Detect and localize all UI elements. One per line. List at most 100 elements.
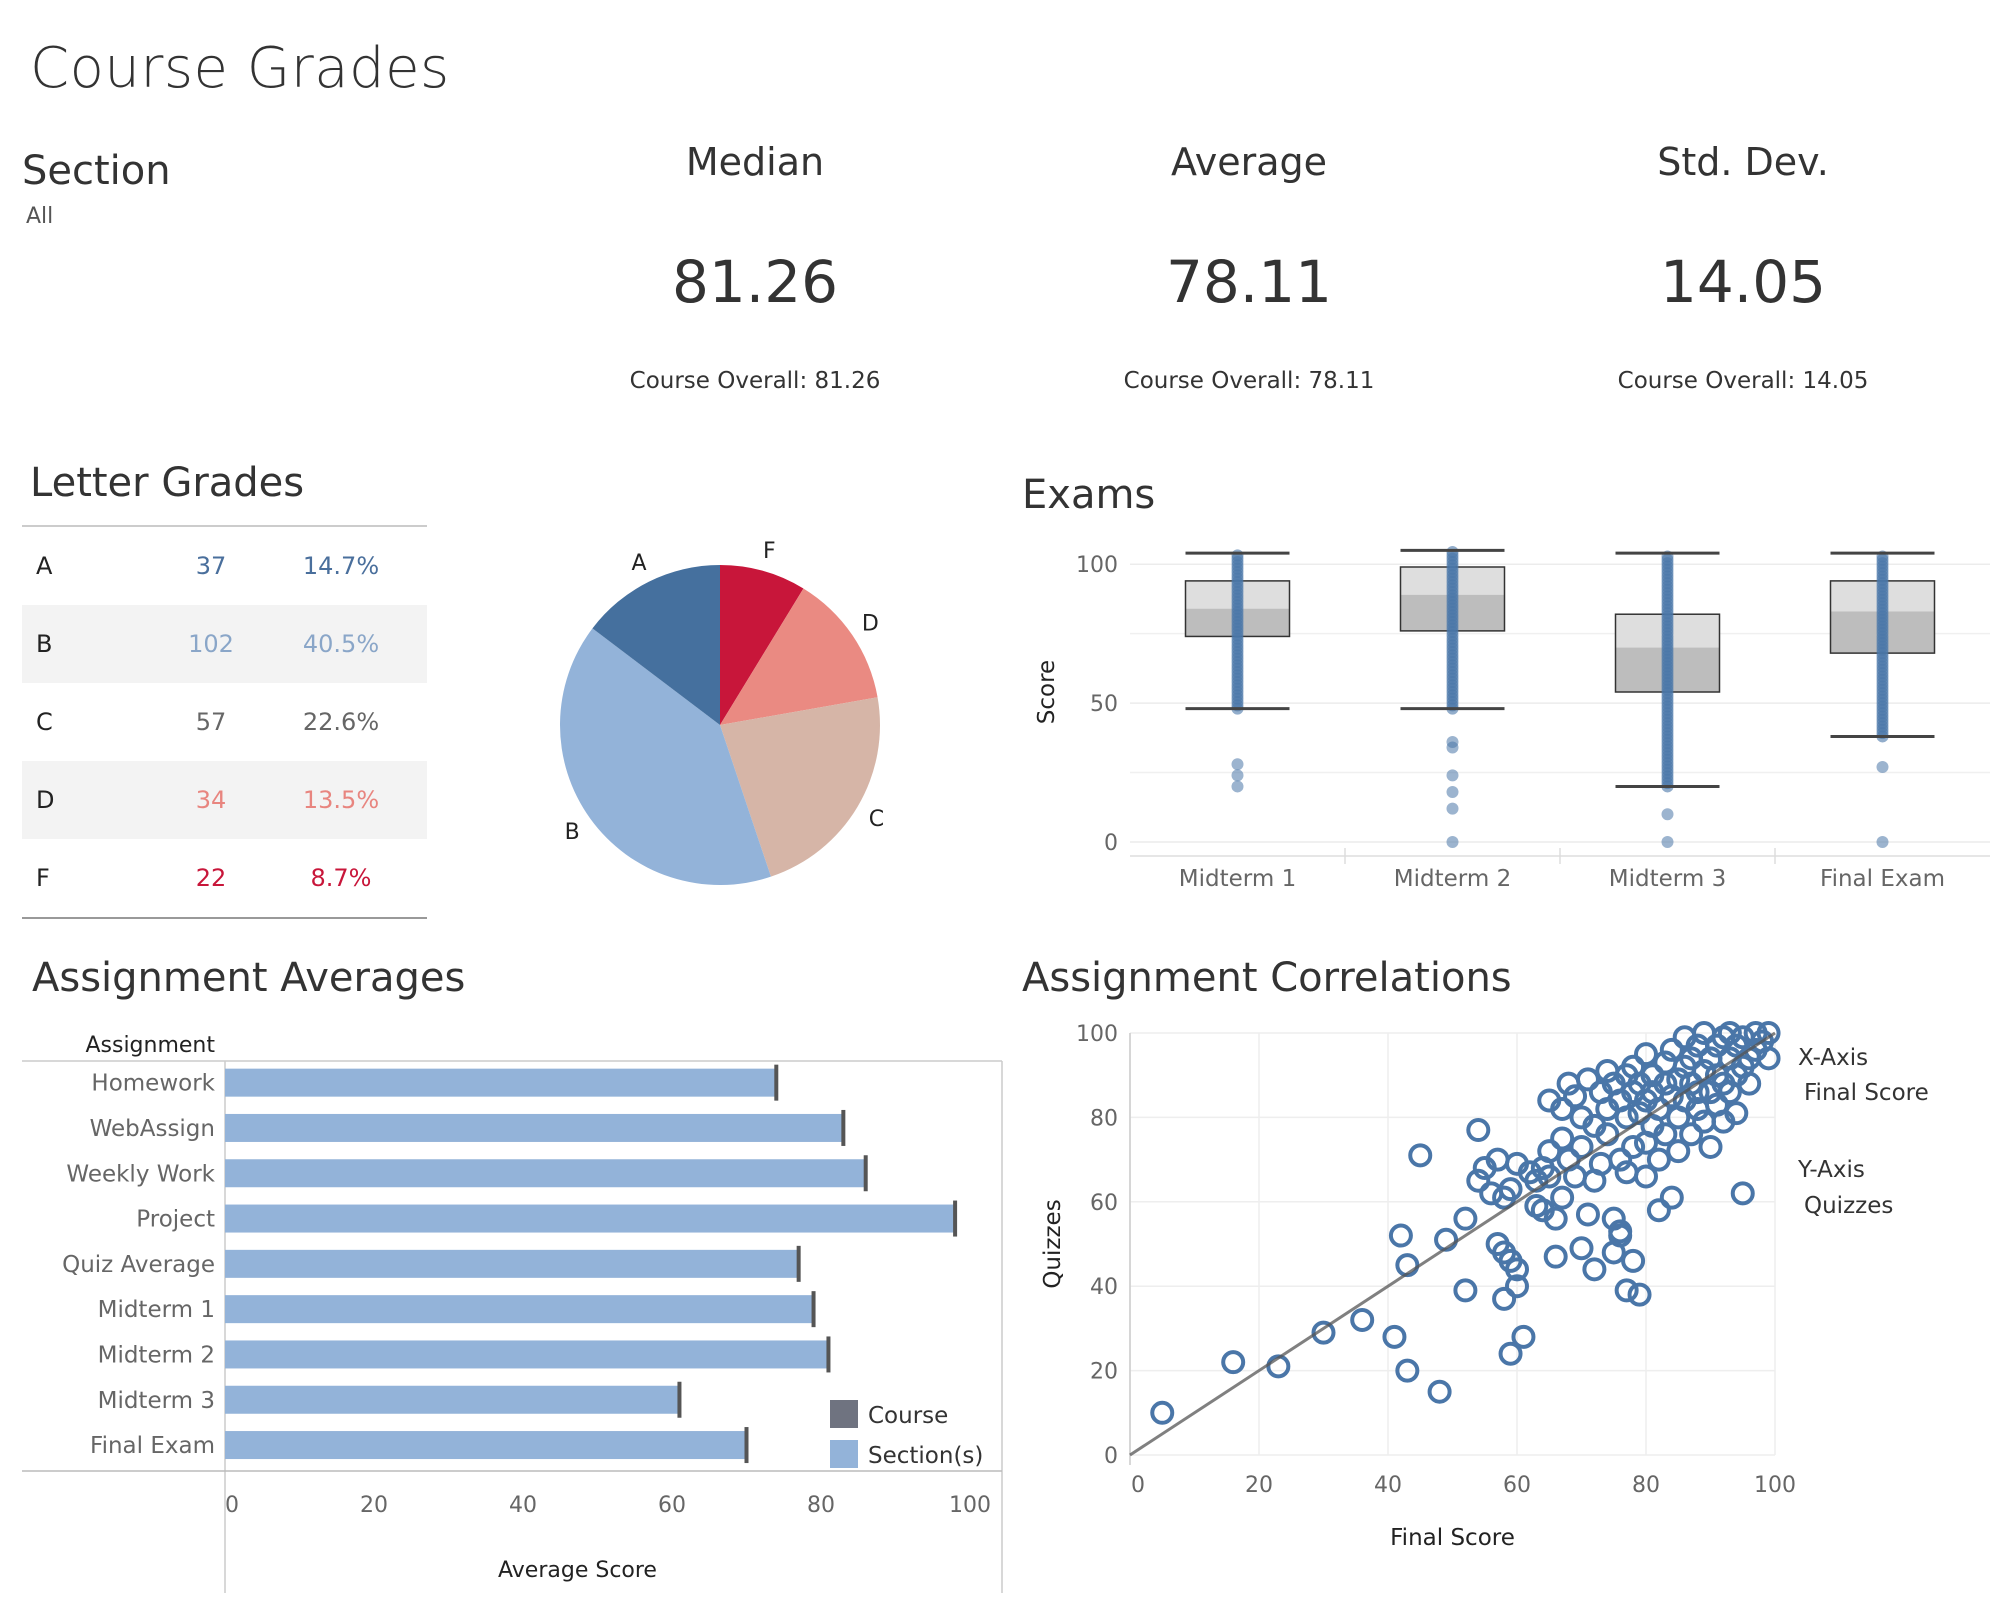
scatter-point <box>1388 1223 1413 1248</box>
scatter-point <box>1653 1122 1678 1147</box>
scatter-point <box>1621 1248 1646 1273</box>
kpi-median-sub: Course Overall: 81.26 <box>629 368 881 394</box>
scatter-point <box>1543 1244 1568 1269</box>
data-point <box>1231 549 1244 562</box>
kpi-average-sub: Course Overall: 78.11 <box>1123 368 1375 394</box>
y-axis-selector-value[interactable]: Quizzes <box>1804 1193 1894 1219</box>
scatter-point <box>1221 1350 1246 1375</box>
pie-slice-b <box>560 628 771 885</box>
legend-label: Section(s) <box>868 1443 983 1469</box>
scatter-point <box>1582 1257 1607 1282</box>
scatter-point <box>1575 1067 1600 1092</box>
outlier-point <box>1661 808 1674 821</box>
outlier-point <box>1231 769 1244 782</box>
x-tick-label: 20 <box>360 1493 388 1518</box>
section-filter-label: Section <box>22 148 171 194</box>
scatter-point <box>1659 1185 1684 1210</box>
scatter-point <box>1608 1147 1633 1172</box>
pie-label-d: D <box>862 611 879 636</box>
y-axis-title: Quizzes <box>1040 1199 1066 1288</box>
scatter-point <box>1550 1096 1575 1121</box>
table-row[interactable]: A 37 14.7% <box>22 527 427 605</box>
scatter-point <box>1646 1198 1671 1223</box>
scatter-point <box>1408 1143 1433 1168</box>
scatter-point <box>1479 1181 1504 1206</box>
scatter-point <box>1537 1164 1562 1189</box>
scatter-point <box>1608 1219 1633 1244</box>
x-tick-label: 100 <box>1754 1473 1796 1498</box>
letter-grades-pie-chart: F D C B A <box>560 539 884 885</box>
table-row[interactable]: D 34 13.5% <box>22 761 427 839</box>
kpi-std-dev-value: 14.05 <box>1659 248 1827 316</box>
kpi-average: Average 78.11 Course Overall: 78.11 <box>1049 140 1449 394</box>
scatter-point <box>1563 1084 1588 1109</box>
pie-slice-c <box>720 697 880 877</box>
letter-grades-title: Letter Grades <box>30 460 305 506</box>
scatter-point <box>1569 1134 1594 1159</box>
count-cell: 22 <box>195 864 227 892</box>
scatter-point <box>1550 1185 1575 1210</box>
scatter-point <box>1427 1379 1452 1404</box>
x-axis-title: Average Score <box>498 1558 657 1583</box>
section-bar <box>225 1204 956 1233</box>
assignment-correlations-scatter-chart: 0 20 40 60 80 100 0 20 40 60 80 100 Final Score Quizz… <box>1040 1021 1796 1551</box>
kpi-std-dev-sub: Course Overall: 14.05 <box>1617 368 1869 394</box>
pie-slice-a <box>592 565 720 725</box>
x-tick-label: Midterm 1 <box>1179 866 1296 890</box>
outlier-point <box>1876 836 1889 848</box>
percent-cell: 8.7% <box>310 864 372 892</box>
category-label: Weekly Work <box>66 1161 215 1187</box>
section-filter-value[interactable]: All <box>26 204 54 229</box>
grade-cell: C <box>36 708 53 736</box>
category-label: Project <box>136 1207 215 1233</box>
scatter-point <box>1466 1118 1491 1143</box>
y-axis-selector-label: Y-Axis <box>1798 1157 1865 1183</box>
kpi-median-value: 81.26 <box>671 248 839 316</box>
scatter-point <box>1756 1021 1781 1045</box>
scatter-point <box>1614 1105 1639 1130</box>
assignment-averages-title: Assignment Averages <box>32 955 466 1001</box>
kpi-average-label: Average <box>1170 140 1328 184</box>
scatter-point <box>1492 1286 1517 1311</box>
exams-title: Exams <box>1022 472 1156 518</box>
scatter-point <box>1505 1257 1529 1282</box>
scatter-point <box>1382 1324 1407 1349</box>
scatter-point <box>1666 1139 1691 1164</box>
outlier-point <box>1661 836 1674 848</box>
scatter-point <box>1575 1202 1600 1227</box>
x-tick-label: Midterm 2 <box>1394 866 1511 890</box>
row-header: Assignment <box>85 1033 215 1058</box>
pie-label-f: F <box>763 539 776 564</box>
section-bar <box>225 1385 680 1414</box>
x-tick-label: 80 <box>1632 1473 1660 1498</box>
table-row[interactable]: C 57 22.6% <box>22 683 427 761</box>
y-tick-label: 0 <box>1104 831 1118 856</box>
kpi-std-dev-label: Std. Dev. <box>1657 140 1829 184</box>
count-cell: 102 <box>188 630 234 658</box>
y-tick-label: 100 <box>1076 1022 1118 1047</box>
outlier-point <box>1446 786 1459 798</box>
x-tick-label: 0 <box>1131 1473 1145 1498</box>
percent-cell: 14.7% <box>302 552 380 580</box>
legend-label: Course <box>868 1403 948 1429</box>
outlier-point <box>1231 758 1244 771</box>
y-tick-label: 100 <box>1076 553 1118 578</box>
scatter-point <box>1453 1278 1478 1303</box>
scatter-point <box>1150 1400 1175 1425</box>
section-bar <box>225 1249 799 1278</box>
x-axis-selector-value[interactable]: Final Score <box>1804 1080 1929 1106</box>
grade-cell: A <box>36 552 53 580</box>
table-row[interactable]: F 22 8.7% <box>22 839 427 917</box>
count-cell: 34 <box>195 786 227 814</box>
trend-line <box>1129 1031 1776 1457</box>
section-bar <box>225 1295 814 1324</box>
data-point <box>1446 546 1459 558</box>
legend-swatch <box>830 1400 858 1428</box>
table-row[interactable]: B 102 40.5% <box>22 605 427 683</box>
scatter-point <box>1666 1067 1691 1092</box>
letter-grades-table: A 37 14.7% B 102 40.5% C 57 22.6% D 34 1… <box>22 525 427 919</box>
scatter-point <box>1646 1096 1671 1121</box>
x-tick-label: Midterm 3 <box>1609 866 1726 890</box>
scatter-point <box>1717 1021 1742 1045</box>
scatter-point <box>1724 1101 1749 1126</box>
